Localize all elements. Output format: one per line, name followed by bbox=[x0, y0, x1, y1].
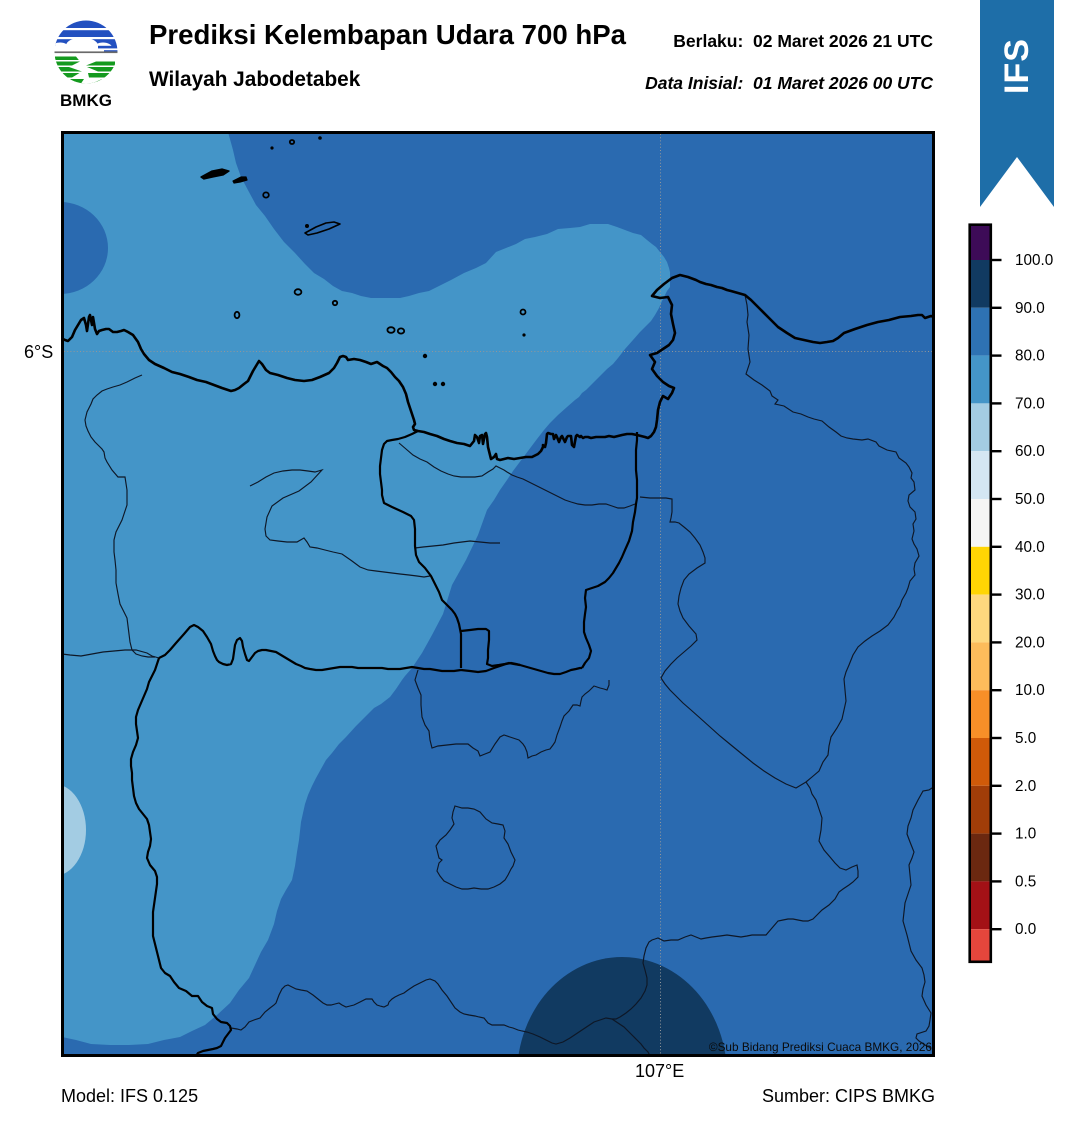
svg-text:IFS: IFS bbox=[998, 38, 1036, 94]
svg-text:30.0: 30.0 bbox=[1015, 587, 1045, 604]
svg-text:0.5: 0.5 bbox=[1015, 873, 1036, 890]
svg-text:70.0: 70.0 bbox=[1015, 395, 1045, 412]
svg-text:50.0: 50.0 bbox=[1015, 491, 1045, 508]
svg-text:©Sub Bidang Prediksi Cuaca BMK: ©Sub Bidang Prediksi Cuaca BMKG, 2026 bbox=[709, 1040, 933, 1054]
svg-text:10.0: 10.0 bbox=[1015, 682, 1045, 699]
svg-text:0.0: 0.0 bbox=[1015, 921, 1036, 938]
svg-text:40.0: 40.0 bbox=[1015, 539, 1045, 556]
svg-text:BMKG: BMKG bbox=[60, 91, 112, 108]
svg-text:20.0: 20.0 bbox=[1015, 634, 1045, 651]
svg-text:5.0: 5.0 bbox=[1015, 730, 1036, 747]
svg-text:100.0: 100.0 bbox=[1015, 252, 1053, 269]
svg-text:60.0: 60.0 bbox=[1015, 443, 1045, 460]
svg-text:1.0: 1.0 bbox=[1015, 826, 1036, 843]
svg-text:2.0: 2.0 bbox=[1015, 778, 1036, 795]
svg-text:80.0: 80.0 bbox=[1015, 348, 1045, 365]
svg-text:90.0: 90.0 bbox=[1015, 300, 1045, 317]
